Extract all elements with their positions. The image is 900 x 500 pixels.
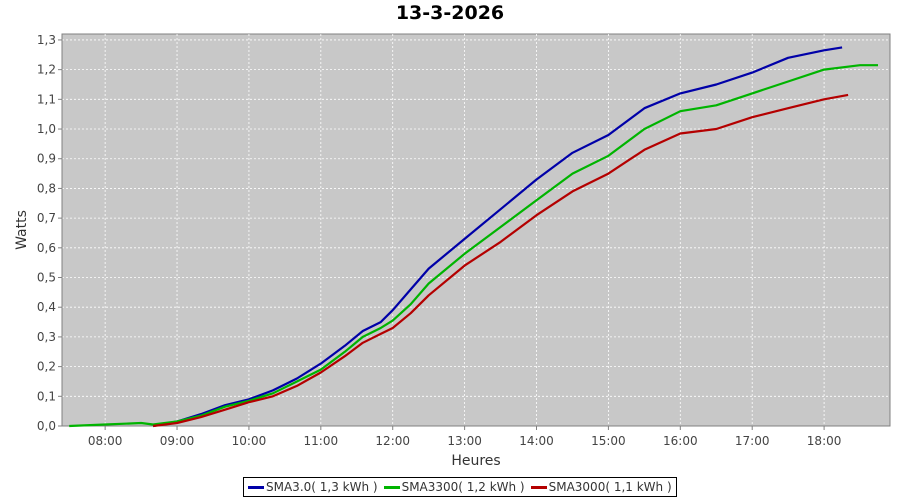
axes: 0,0 0,1 0,2 0,3 0,4 0,5 0,6 0,7 0,8 0,9 1,0 1,1 1,2 1…: [37, 33, 890, 448]
y-tick-label: 1,0: [37, 122, 56, 136]
legend-label: SMA3.0( 1,3 kWh ): [266, 480, 378, 494]
x-tick-label: 10:00: [232, 434, 267, 448]
legend-label: SMA3300( 1,2 kWh ): [401, 480, 525, 494]
x-tick-label: 12:00: [375, 434, 410, 448]
x-tick-label: 16:00: [663, 434, 698, 448]
chart-title: 13-3-2026: [395, 2, 505, 24]
y-tick-label: 0,0: [37, 419, 56, 433]
x-tick-label: 11:00: [304, 434, 339, 448]
x-tick-label: 13:00: [447, 434, 482, 448]
series-line-2: [152, 93, 849, 428]
y-axis-label: Watts: [14, 210, 30, 250]
y-tick-label: 1,2: [37, 63, 56, 77]
line-chart: 0,0 0,1 0,2 0,3 0,4 0,5 0,6 0,7 0,8 0,9 1,0 1,1 1,2 1…: [14, 33, 891, 469]
y-tick-label: 0,8: [37, 181, 56, 195]
x-tick-label: 14:00: [519, 434, 554, 448]
legend: SMA3.0( 1,3 kWh ) SMA3300( 1,2 kWh ) SMA30…: [243, 477, 677, 497]
legend-item-1: SMA3300( 1,2 kWh ): [383, 480, 525, 494]
y-tick-label: 0,1: [37, 389, 56, 403]
y-tick-label: 1,1: [37, 92, 56, 106]
legend-item-2: SMA3000( 1,1 kWh ): [530, 480, 672, 494]
y-tick-label: 0,4: [37, 300, 56, 314]
series-line-1: [69, 64, 878, 428]
grid: [62, 34, 890, 426]
y-tick-label: 0,2: [37, 360, 56, 374]
x-tick-label: 17:00: [735, 434, 770, 448]
x-tick-label: 15:00: [591, 434, 626, 448]
legend-swatch: [383, 485, 400, 489]
x-tick-label: 18:00: [807, 434, 842, 448]
x-axis-label: Heures: [451, 453, 500, 469]
y-tick-label: 0,6: [37, 241, 56, 255]
y-tick-label: 1,3: [37, 33, 56, 47]
y-tick-label: 0,7: [37, 211, 56, 225]
series-line-0: [152, 46, 843, 428]
legend-label: SMA3000( 1,1 kWh ): [548, 480, 672, 494]
x-tick-label: 09:00: [160, 434, 195, 448]
y-tick-label: 0,3: [37, 330, 56, 344]
y-tick-label: 0,9: [37, 152, 56, 166]
x-tick-label: 08:00: [88, 434, 123, 448]
y-tick-label: 0,5: [37, 271, 56, 285]
legend-item-0: SMA3.0( 1,3 kWh ): [248, 480, 378, 494]
series-lines: [69, 46, 878, 428]
legend-swatch: [248, 485, 264, 489]
legend-swatch: [530, 485, 547, 489]
